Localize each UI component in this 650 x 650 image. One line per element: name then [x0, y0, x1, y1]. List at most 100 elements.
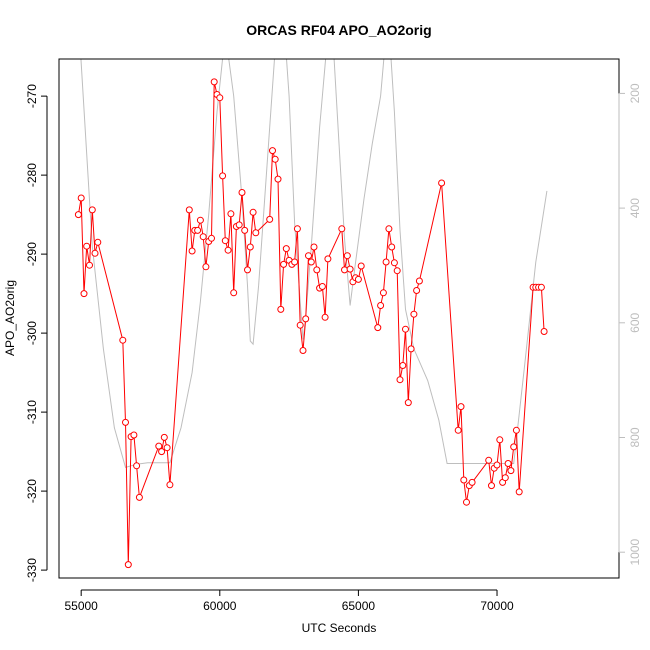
apo-data-point — [246, 243, 254, 251]
apo-data-point — [210, 78, 218, 86]
apo-data-point — [537, 283, 545, 291]
apo-data-point — [86, 261, 93, 269]
apo-data-point — [463, 498, 470, 506]
apo-data-point — [299, 347, 307, 354]
apo-line-layer — [77, 81, 545, 565]
apo-data-point — [196, 216, 204, 224]
y-tick-label: -300 — [25, 321, 39, 345]
apo-data-point — [377, 302, 385, 309]
y-axis-title: APO_AO2orig — [3, 280, 17, 356]
apo-data-point — [235, 221, 243, 229]
apo-data-point — [382, 258, 390, 266]
apo-data-point — [158, 448, 166, 456]
apo-data-point — [324, 255, 332, 263]
apo-data-point — [385, 225, 393, 233]
right-tick-label: 800 — [628, 427, 642, 447]
x-tick-label: 70000 — [480, 599, 514, 613]
apo-data-point — [388, 243, 396, 251]
x-tick-label: 55000 — [64, 599, 98, 613]
apo-data-point — [269, 147, 276, 155]
apo-data-point — [199, 233, 207, 241]
apo-data-point — [507, 467, 515, 475]
apo-data-point — [341, 266, 348, 274]
apo-data-point — [407, 345, 415, 353]
apo-data-point — [208, 234, 215, 242]
apo-data-point — [293, 225, 301, 233]
apo-data-point — [468, 478, 476, 486]
apo-data-point — [302, 315, 310, 323]
apo-data-point — [404, 399, 412, 407]
apo-data-point — [83, 242, 91, 250]
apo-data-point — [454, 426, 462, 434]
x-axis-title: UTC Seconds — [302, 621, 377, 635]
apo-data-point — [501, 474, 509, 482]
apo-series-line — [77, 81, 545, 565]
apo-data-point — [124, 561, 132, 569]
y-tick-label: -290 — [25, 242, 39, 266]
apo-data-point — [74, 211, 82, 219]
apo-data-point — [346, 265, 354, 273]
x-tick-label: 65000 — [342, 599, 376, 613]
apo-data-point — [321, 313, 329, 321]
apo-data-point — [252, 229, 260, 237]
apo-data-point — [338, 225, 346, 233]
apo-data-point — [160, 433, 168, 441]
y-tick-label: -270 — [25, 84, 39, 108]
apo-data-point — [188, 247, 196, 255]
apo-data-point — [296, 321, 304, 329]
apo-data-point — [77, 194, 85, 202]
apo-data-point — [277, 305, 285, 313]
apo-data-point — [374, 324, 382, 332]
apo-data-point — [163, 444, 171, 452]
apo-data-point — [504, 460, 512, 467]
right-tick-label: 400 — [628, 198, 642, 218]
apo-data-point — [354, 275, 362, 283]
apo-data-point — [221, 237, 229, 245]
chart-title: ORCAS RF04 APO_AO2orig — [246, 22, 431, 38]
apo-data-point — [307, 258, 315, 266]
right-tick-label: 1000 — [628, 539, 642, 566]
apo-data-point — [510, 443, 518, 451]
apo-data-point — [318, 283, 326, 290]
apo-data-point — [343, 252, 351, 260]
apo-data-point — [230, 289, 238, 297]
apo-data-point — [305, 252, 312, 260]
apo-data-point — [457, 403, 465, 411]
apo-data-point — [91, 249, 99, 257]
apo-data-point — [271, 155, 279, 163]
apo-data-point — [515, 488, 523, 496]
apo-data-point — [135, 493, 143, 501]
apo-data-point — [410, 310, 418, 318]
apo-data-point — [238, 189, 246, 196]
secondary-series-layer — [80, 59, 548, 469]
apo-data-point — [540, 328, 548, 335]
secondary-series-line — [80, 59, 548, 469]
apo-data-point — [227, 210, 235, 218]
apo-data-point — [390, 259, 398, 267]
y-tick-label: -330 — [25, 558, 39, 582]
y-tick-label: -280 — [25, 163, 39, 187]
apo-data-point — [80, 290, 88, 298]
apo-data-point — [402, 325, 409, 333]
apo-data-point — [415, 277, 423, 285]
x-tick-label: 60000 — [203, 599, 237, 613]
right-tick-label: 200 — [628, 83, 642, 103]
apo-data-point — [224, 246, 232, 254]
apo-data-point — [357, 262, 365, 270]
y-tick-label: -320 — [25, 479, 39, 503]
apo-data-point — [460, 476, 468, 484]
apo-data-point — [122, 418, 129, 426]
apo-data-point — [216, 94, 224, 102]
apo-data-point — [496, 436, 504, 444]
apo-data-point — [94, 238, 102, 246]
apo-points-layer — [74, 78, 548, 569]
apo-data-point — [133, 462, 141, 470]
apo-data-point — [282, 245, 290, 253]
apo-data-point — [438, 179, 446, 187]
apo-data-point — [194, 226, 202, 234]
apo-data-point — [249, 208, 257, 216]
apo-data-point — [393, 267, 401, 275]
apo-data-point — [274, 175, 282, 183]
apo-data-point — [493, 461, 501, 469]
apo-data-point — [413, 287, 421, 294]
